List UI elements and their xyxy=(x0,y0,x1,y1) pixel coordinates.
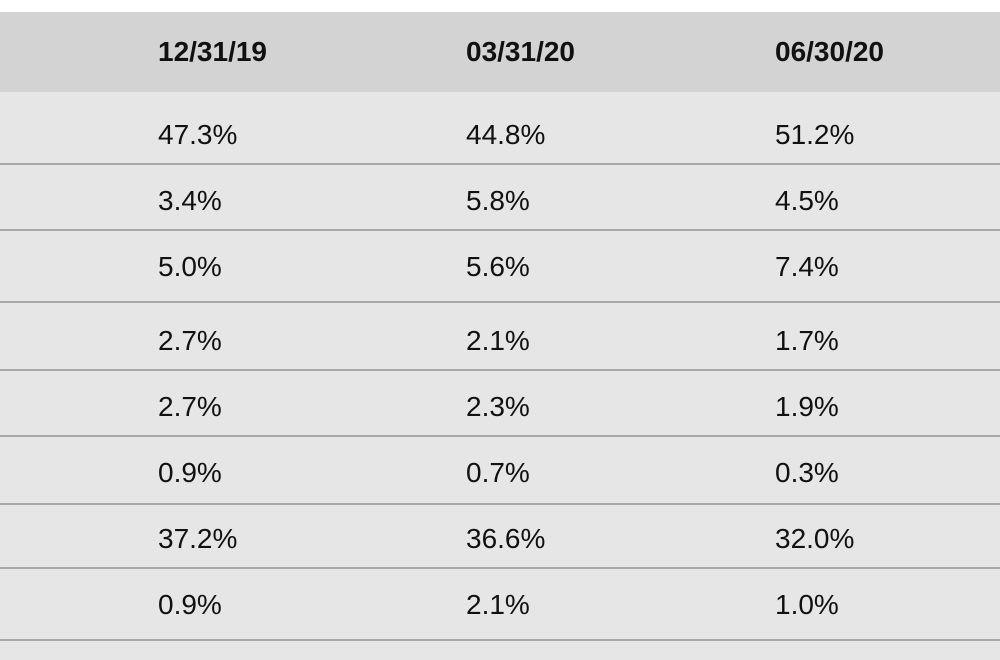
table-cell: 5.6% xyxy=(466,251,530,282)
table-cell: 2.7% xyxy=(158,325,222,356)
table-row: 47.3% 44.8% 51.2% xyxy=(0,92,1000,165)
table-row: 2.7% 2.1% 1.7% xyxy=(0,303,1000,371)
table-cell: 7.4% xyxy=(775,251,839,282)
table-cell: 3.4% xyxy=(158,185,222,216)
table-cell: 47.3% xyxy=(158,119,238,150)
table-cell: 2.1% xyxy=(466,325,530,356)
table-cell: 0.3% xyxy=(775,457,839,488)
top-strip xyxy=(0,0,1000,12)
table-cell: 1.9% xyxy=(775,391,839,422)
table-cell: 2.7% xyxy=(158,391,222,422)
column-header-dec-2019: 12/31/19 xyxy=(158,36,267,67)
table-cell: 5.8% xyxy=(466,185,530,216)
table-cell: 32.0% xyxy=(775,523,855,554)
table-row: 2.7% 2.3% 1.9% xyxy=(0,371,1000,437)
table-cell: 4.5% xyxy=(775,185,839,216)
column-header-mar-2020: 03/31/20 xyxy=(466,36,575,67)
table-cell: 51.2% xyxy=(775,119,855,150)
table-cell: 37.2% xyxy=(158,523,238,554)
table-cell: 0.9% xyxy=(158,457,222,488)
table-cell: 5.0% xyxy=(158,251,222,282)
table-row: 0.9% 2.1% 1.0% xyxy=(0,569,1000,641)
table-cell: 1.7% xyxy=(775,325,839,356)
table-row: 3.4% 5.8% 4.5% xyxy=(0,165,1000,231)
table-row: 0.9% 0.7% 0.3% xyxy=(0,437,1000,505)
table-cell: 2.3% xyxy=(466,391,530,422)
table-cell: 0.7% xyxy=(466,457,530,488)
table-cell: 36.6% xyxy=(466,523,546,554)
table-cell: 2.1% xyxy=(466,589,530,620)
table-cell: 0.9% xyxy=(158,589,222,620)
column-header-jun-2020: 06/30/20 xyxy=(775,36,884,67)
table-header: 12/31/19 03/31/20 06/30/20 xyxy=(0,12,1000,92)
table-cell: 1.0% xyxy=(775,589,839,620)
table-row: 5.0% 5.6% 7.4% xyxy=(0,231,1000,303)
table-row: 37.2% 36.6% 32.0% xyxy=(0,505,1000,569)
table-cell: 44.8% xyxy=(466,119,546,150)
